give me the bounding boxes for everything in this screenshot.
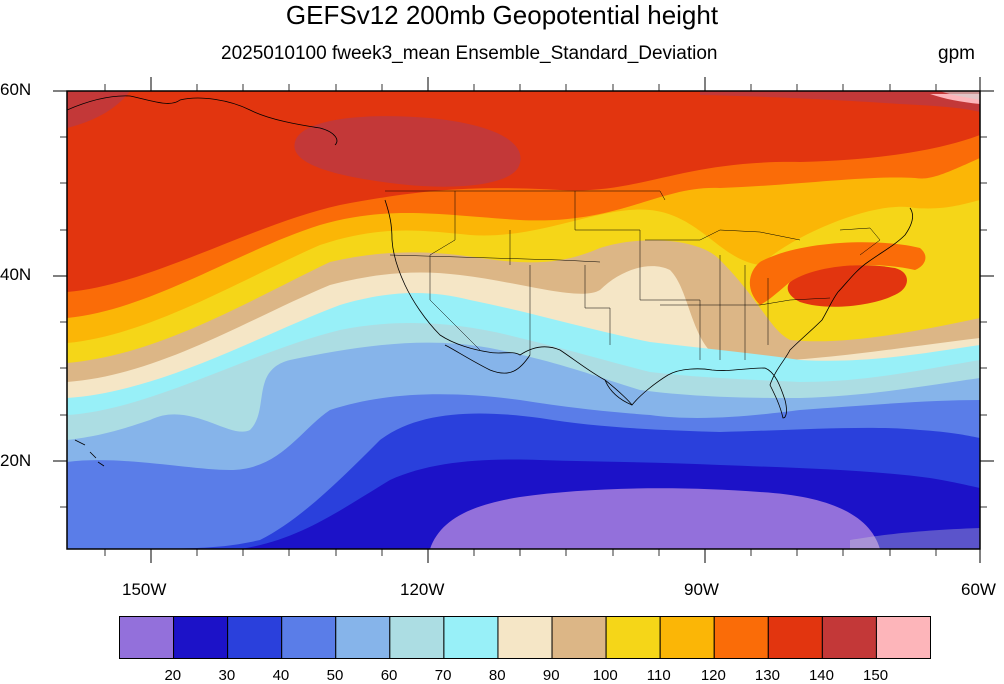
colorbar-label: 100 bbox=[592, 667, 618, 684]
colorbar-swatch bbox=[173, 616, 229, 659]
state-borders bbox=[385, 190, 881, 360]
map-frame bbox=[66, 90, 981, 550]
border-7 bbox=[719, 255, 769, 360]
colorbar-swatch bbox=[875, 616, 931, 659]
colorbar-label: 130 bbox=[754, 667, 780, 684]
colorbar-label: 30 bbox=[218, 667, 236, 684]
border-6 bbox=[660, 297, 831, 306]
coastlines bbox=[67, 95, 913, 467]
missing-data-se bbox=[850, 528, 980, 549]
border-5 bbox=[645, 229, 801, 241]
minor-ticks bbox=[60, 84, 987, 556]
missing-data-ne bbox=[940, 91, 980, 100]
colorbar-swatch bbox=[335, 616, 391, 659]
border-3 bbox=[509, 230, 611, 355]
colorbar-swatch bbox=[443, 616, 499, 659]
colorbar-swatch bbox=[389, 616, 445, 659]
lon-label-60w: 60W bbox=[961, 580, 996, 599]
lon-label-120w: 120W bbox=[400, 580, 445, 599]
colorbar-swatch bbox=[821, 616, 877, 659]
border-4 bbox=[574, 191, 701, 360]
chart-title: GEFSv12 200mb Geopotential height bbox=[285, 0, 719, 30]
colorbar-label: 70 bbox=[434, 667, 452, 684]
baja-coast bbox=[444, 344, 531, 374]
band-140-150-ne bbox=[700, 91, 980, 112]
band-120-130-atlantic bbox=[749, 242, 926, 305]
lat-label-20n: 20N bbox=[0, 451, 32, 470]
colorbar-label: 80 bbox=[488, 667, 506, 684]
colorbar-swatch bbox=[119, 616, 175, 659]
colorbar-label: 40 bbox=[272, 667, 290, 684]
contour-map bbox=[53, 77, 994, 563]
colorbar-swatch bbox=[659, 616, 715, 659]
colorbar-label: 20 bbox=[164, 667, 182, 684]
colorbar-swatch bbox=[767, 616, 823, 659]
colorbar-label: 110 bbox=[646, 667, 671, 684]
colorbar-swatch bbox=[551, 616, 607, 659]
gulf-coast bbox=[604, 379, 633, 406]
band-140-150-alaska bbox=[294, 116, 521, 187]
colorbar-swatch bbox=[713, 616, 769, 659]
hawaii bbox=[74, 439, 105, 467]
colorbar-label: 120 bbox=[700, 667, 726, 684]
colorbar-swatch bbox=[281, 616, 337, 659]
lon-label-90w: 90W bbox=[684, 580, 719, 599]
border-1 bbox=[389, 254, 601, 263]
colorbar-label: 60 bbox=[380, 667, 398, 684]
band-130-140-atlantic bbox=[787, 265, 907, 307]
lat-label-40n: 40N bbox=[0, 265, 32, 284]
chart-subtitle: 2025010100 fweek3_mean Ensemble_Standard… bbox=[221, 43, 718, 64]
alaska-coast bbox=[67, 95, 338, 146]
us-coast bbox=[384, 199, 913, 419]
filled-contours bbox=[67, 91, 980, 549]
band-below-20 bbox=[430, 488, 880, 549]
lat-label-60n: 60N bbox=[0, 80, 32, 99]
colorbar bbox=[119, 616, 931, 659]
border-2 bbox=[429, 191, 481, 351]
colorbar-swatch bbox=[227, 616, 283, 659]
band-140-150-nw bbox=[67, 91, 130, 128]
colorbar-label: 90 bbox=[542, 667, 560, 684]
axis-ticks bbox=[53, 77, 994, 563]
colorbar-swatch bbox=[605, 616, 661, 659]
colorbar-label: 150 bbox=[863, 667, 889, 684]
colorbar-swatch bbox=[497, 616, 553, 659]
border-8 bbox=[839, 227, 881, 256]
colorbar-label: 140 bbox=[808, 667, 834, 684]
canada-border bbox=[385, 190, 666, 201]
units-label: gpm bbox=[938, 43, 975, 64]
lon-label-150w: 150W bbox=[122, 580, 167, 599]
colorbar-label: 50 bbox=[326, 667, 344, 684]
